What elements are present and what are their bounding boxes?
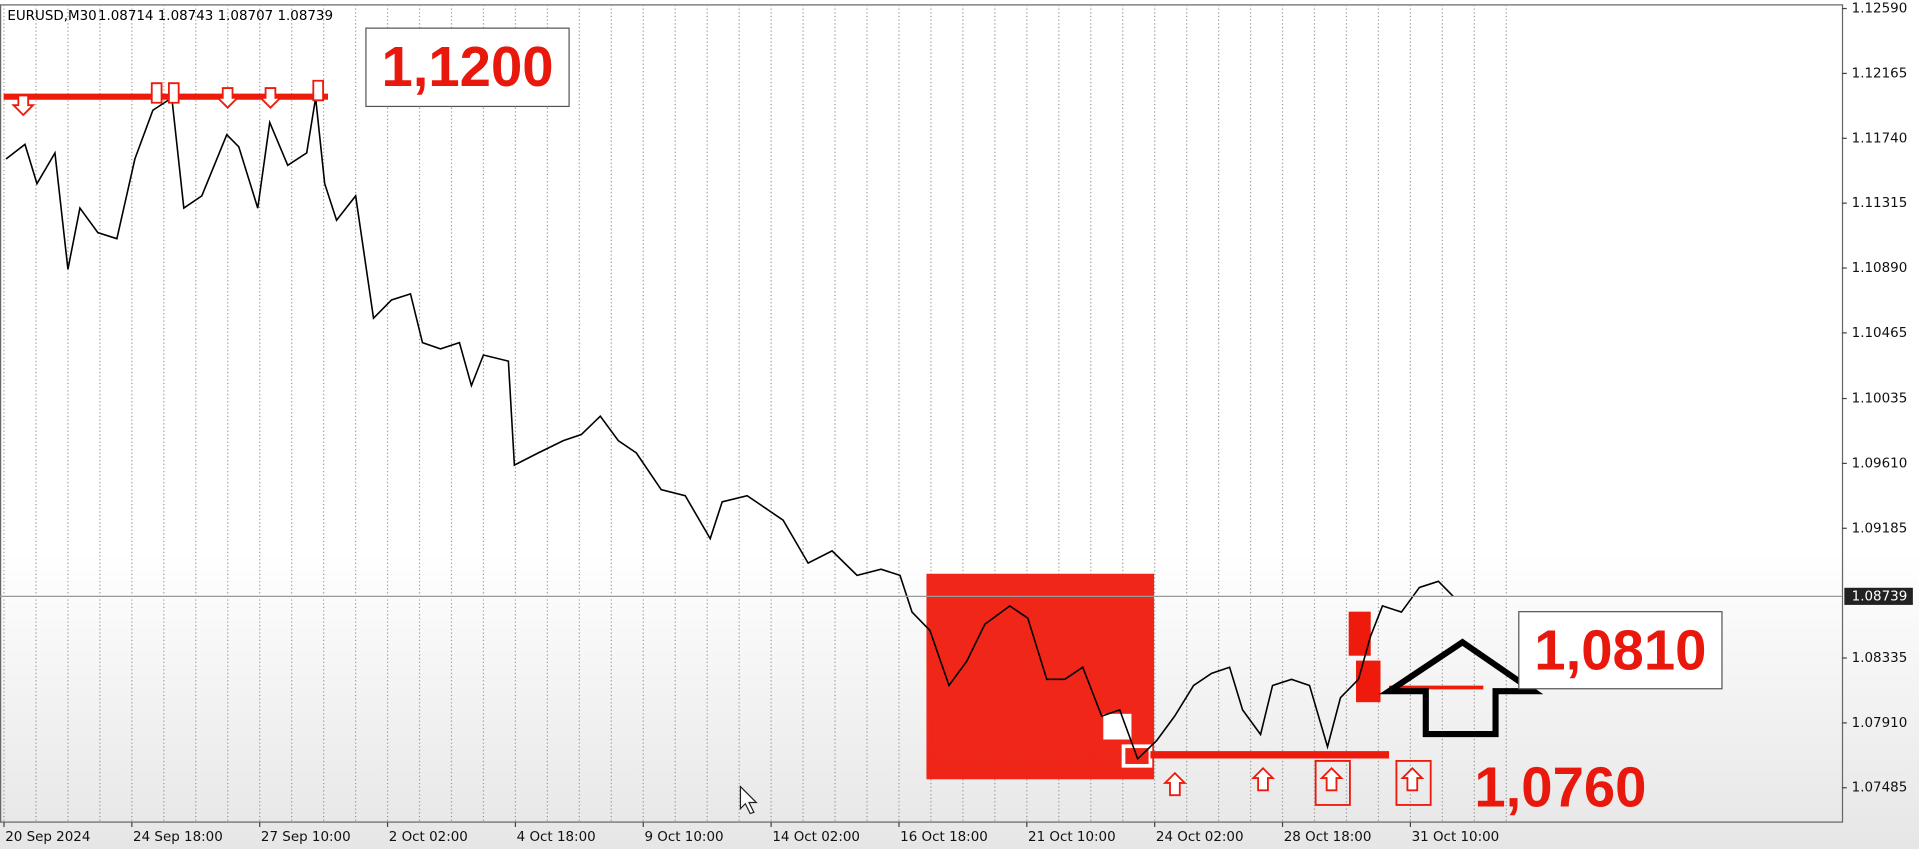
marker-box (1314, 760, 1351, 806)
white-box (1103, 713, 1132, 740)
y-tick-label: 1.12165 (1852, 66, 1908, 81)
marker-box (1395, 760, 1432, 806)
y-tick-label: 1.10035 (1852, 392, 1908, 407)
marker (150, 82, 163, 104)
up-arrow (1319, 766, 1344, 792)
x-tick-label: 31 Oct 10:00 (1412, 830, 1500, 845)
small-zone (1356, 660, 1381, 703)
y-tick-label: 1.10465 (1852, 326, 1908, 341)
x-tick-label: 27 Sep 10:00 (261, 830, 351, 845)
up-arrow (1162, 771, 1187, 797)
x-tick-label: 28 Oct 18:00 (1284, 830, 1372, 845)
x-tick-label: 16 Oct 18:00 (900, 830, 988, 845)
x-tick-label: 14 Oct 02:00 (772, 830, 860, 845)
zone-rect (926, 573, 1155, 780)
mouse-cursor (739, 785, 758, 815)
plot-frame (0, 4, 1844, 823)
y-tick-label: 1.09610 (1852, 456, 1908, 471)
current-price-box (1844, 587, 1913, 605)
x-tick-label: 21 Oct 10:00 (1028, 830, 1116, 845)
down-arrow (258, 87, 283, 109)
y-tick-label: 1.08335 (1852, 651, 1908, 666)
down-arrow (11, 94, 36, 117)
arrows (11, 79, 1432, 806)
level-label: 1,0810 (1534, 618, 1706, 681)
y-tick-label: 1.12590 (1852, 2, 1908, 17)
level-label: 1,0760 (1474, 755, 1646, 818)
x-tick-label: 9 Oct 10:00 (644, 830, 723, 845)
current-price-label: 1.08739 (1852, 589, 1908, 604)
y-tick-label: 1.07910 (1852, 716, 1908, 731)
label-box (1518, 611, 1723, 690)
y-tick-label: 1.07485 (1852, 781, 1908, 796)
symbol: EURUSD,M30 (7, 9, 96, 24)
up-arrow (1251, 766, 1276, 792)
y-tick-label: 1.11740 (1852, 131, 1908, 146)
up-arrow (1400, 766, 1425, 792)
x-tick-label: 4 Oct 18:00 (517, 830, 596, 845)
x-tick-label: 20 Sep 2024 (5, 830, 90, 845)
y-tick-label: 1.10890 (1852, 261, 1908, 276)
x-tick-label: 24 Sep 18:00 (133, 830, 223, 845)
down-arrow (215, 87, 240, 109)
y-tick-label: 1.11315 (1852, 196, 1908, 211)
small-zone (1348, 611, 1371, 656)
label-box (365, 27, 570, 108)
x-tick-label: 2 Oct 02:00 (389, 830, 468, 845)
y-tick-label: 1.09185 (1852, 521, 1908, 536)
x-tick-label: 24 Oct 02:00 (1156, 830, 1244, 845)
level-label: 1,1200 (381, 35, 553, 98)
ohlc: 1.08714 1.08743 1.08707 1.08739 (98, 9, 333, 24)
marker (167, 82, 180, 104)
big-up-arrow (1378, 638, 1544, 738)
marker (312, 79, 325, 102)
price-line (5, 96, 1454, 761)
